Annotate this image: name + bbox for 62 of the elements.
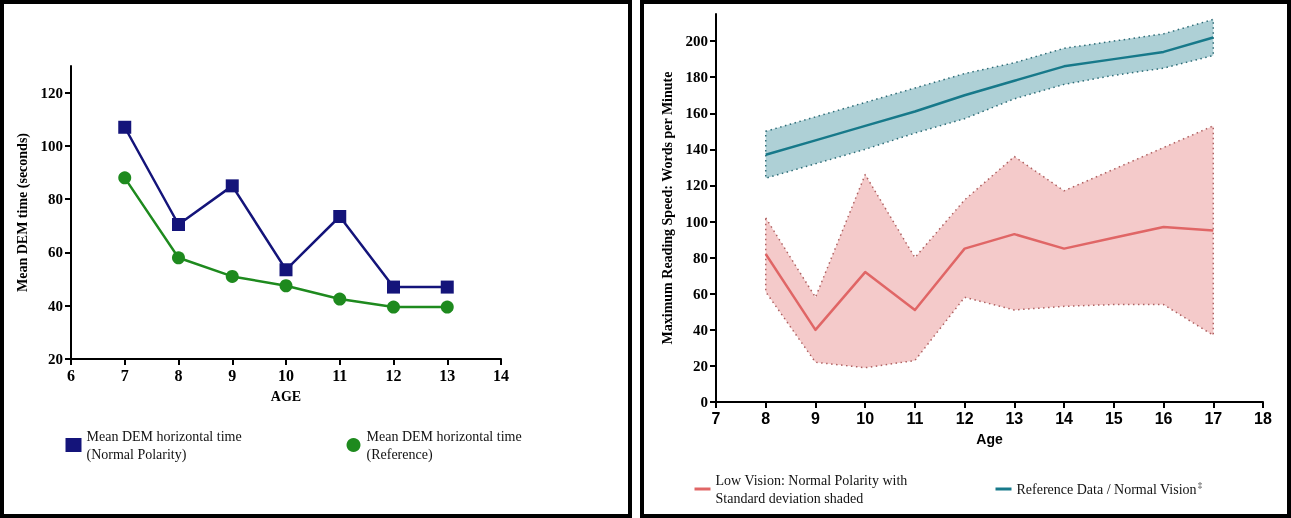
- y-tick-label: 120: [685, 177, 708, 194]
- x-axis-title: AGE: [270, 388, 302, 404]
- y-tick-label: 60: [48, 244, 63, 261]
- legend-label: Reference Data / Normal Vision‡: [1016, 479, 1203, 497]
- point: [440, 280, 454, 294]
- point: [279, 279, 293, 293]
- y-tick-label: 40: [48, 297, 63, 314]
- point: [279, 263, 293, 277]
- y-tick-label: 140: [685, 141, 708, 158]
- point: [172, 217, 185, 231]
- y-tick-label: 20: [48, 351, 63, 367]
- legend-label: Low Vision: Normal Polarity with Standard deviation shaded: [715, 472, 911, 506]
- point: [387, 300, 400, 314]
- y-tick-label: 120: [40, 84, 63, 101]
- y-tick-label: 0: [700, 394, 708, 410]
- x-tick-label: 10: [856, 409, 875, 427]
- y-axis-title: Mean DEM time (seconds): [15, 132, 32, 293]
- line-series: [764, 225, 1215, 332]
- x-tick-label: 15: [1104, 409, 1123, 427]
- x-tick-label: 18: [1254, 409, 1272, 427]
- point: [118, 120, 132, 134]
- y-axis-title: Maximum Reading Speed: Words per Minute: [660, 71, 676, 345]
- x-tick-label: 14: [493, 366, 509, 384]
- y-tick-label: 100: [685, 213, 708, 230]
- x-tick-label: 7: [120, 366, 129, 384]
- x-axis-title: Age: [976, 431, 1003, 447]
- x-tick-label: 12: [955, 409, 974, 427]
- line-series: [764, 36, 1215, 157]
- x-tick-label: 7: [711, 409, 721, 427]
- point: [387, 280, 400, 294]
- x-tick-label: 11: [906, 409, 924, 427]
- point: [333, 210, 347, 223]
- x-tick-label: 13: [439, 366, 456, 384]
- x-tick-label: 9: [811, 409, 820, 427]
- x-tick-label: 13: [1005, 409, 1024, 427]
- legend-label: Mean DEM horizontal time (Normal Polarity): [86, 428, 246, 463]
- x-tick-label: 12: [385, 366, 402, 384]
- x-tick-label: 10: [278, 366, 294, 384]
- point: [225, 269, 239, 283]
- x-tick-label: 16: [1154, 409, 1173, 427]
- y-tick-label: 180: [685, 69, 708, 86]
- x-tick-label: 9: [228, 366, 237, 384]
- legend-label: Mean DEM horizontal time (Reference): [366, 428, 526, 463]
- point: [333, 292, 347, 306]
- point: [118, 171, 132, 185]
- y-tick-label: 20: [693, 357, 708, 374]
- point: [225, 179, 239, 193]
- x-tick-label: 8: [174, 366, 183, 384]
- y-tick-label: 80: [48, 191, 63, 208]
- x-tick-label: 8: [761, 409, 771, 427]
- point: [172, 251, 185, 265]
- point: [440, 300, 454, 314]
- y-tick-label: 80: [693, 249, 708, 266]
- x-tick-label: 11: [332, 366, 348, 384]
- y-tick-label: 40: [693, 321, 708, 338]
- y-tick-label: 160: [685, 105, 708, 122]
- y-tick-label: 60: [693, 285, 708, 302]
- y-tick-label: 200: [685, 33, 708, 50]
- x-tick-label: 17: [1204, 409, 1223, 427]
- x-tick-label: 14: [1055, 409, 1074, 427]
- y-tick-label: 100: [40, 137, 63, 154]
- x-tick-label: 6: [67, 366, 75, 384]
